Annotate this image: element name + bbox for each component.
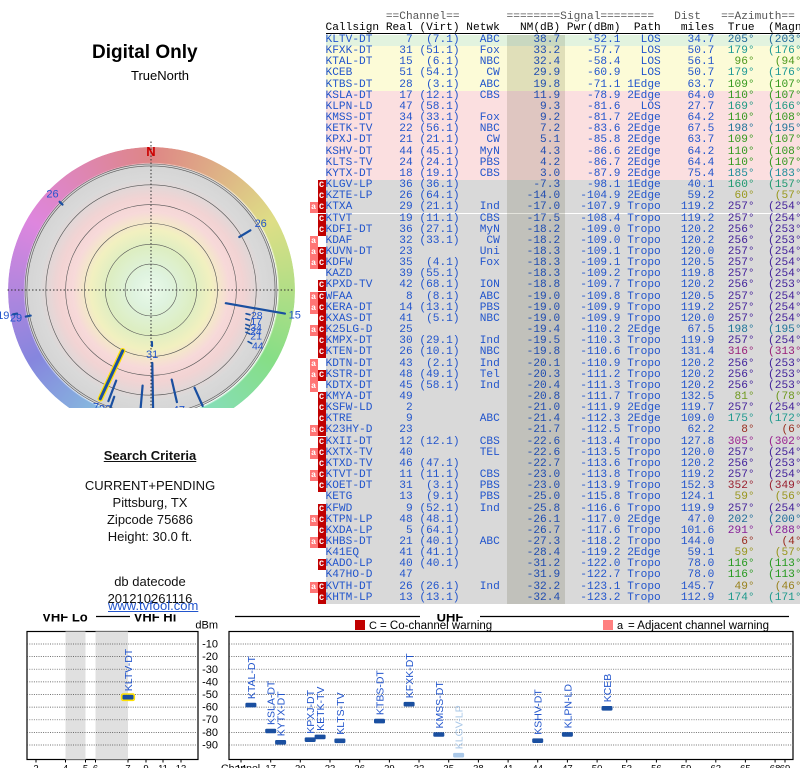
- svg-text:62: 62: [711, 764, 722, 768]
- svg-text:31: 31: [146, 349, 158, 361]
- svg-text:KMSS-DT: KMSS-DT: [434, 681, 446, 729]
- svg-text:69: 69: [780, 764, 791, 768]
- svg-text:-30: -30: [202, 664, 218, 676]
- svg-text:KLTV-DT: KLTV-DT: [123, 648, 135, 691]
- svg-text:Channel: Channel: [221, 763, 260, 768]
- svg-text:dBm: dBm: [195, 620, 218, 632]
- svg-text:15: 15: [289, 309, 301, 321]
- svg-text:-80: -80: [202, 727, 218, 739]
- svg-text:26: 26: [46, 189, 58, 201]
- svg-text:KETK-TV: KETK-TV: [315, 687, 327, 731]
- svg-text:2: 2: [33, 764, 38, 768]
- svg-text:53: 53: [621, 764, 632, 768]
- svg-text:VHF Hi: VHF Hi: [134, 614, 177, 625]
- svg-text:6: 6: [93, 764, 98, 768]
- svg-text:13: 13: [176, 764, 187, 768]
- svg-text:KLPN-LD: KLPN-LD: [562, 684, 574, 729]
- svg-text:7: 7: [125, 764, 130, 768]
- svg-text:4: 4: [63, 764, 68, 768]
- svg-text:38: 38: [473, 764, 484, 768]
- svg-text:9: 9: [143, 764, 148, 768]
- svg-text:50: 50: [592, 764, 603, 768]
- svg-text:N: N: [146, 144, 155, 159]
- svg-text:KFXK-DT: KFXK-DT: [404, 653, 416, 699]
- svg-text:= Co-channel warning: = Co-channel warning: [380, 620, 492, 632]
- svg-text:C: C: [369, 620, 377, 632]
- svg-text:KCEB: KCEB: [602, 674, 614, 703]
- svg-text:= Adjacent channel warning: = Adjacent channel warning: [628, 620, 769, 632]
- svg-text:35: 35: [443, 764, 454, 768]
- svg-text:44: 44: [532, 764, 543, 768]
- svg-text:5: 5: [83, 764, 88, 768]
- svg-text:-20: -20: [202, 651, 218, 663]
- svg-text:26: 26: [255, 218, 267, 230]
- svg-text:-70: -70: [202, 714, 218, 726]
- svg-text:-50: -50: [202, 689, 218, 701]
- svg-text:-40: -40: [202, 676, 218, 688]
- svg-text:KLTS-TV: KLTS-TV: [335, 692, 347, 734]
- svg-text:26: 26: [354, 764, 365, 768]
- svg-text:32: 32: [414, 764, 425, 768]
- svg-text:KLGV-LP: KLGV-LP: [454, 705, 466, 749]
- svg-text:44: 44: [252, 341, 264, 353]
- svg-text:KYTX-DT: KYTX-DT: [276, 691, 288, 737]
- svg-text:47: 47: [173, 405, 185, 408]
- svg-text:KTAL-DT: KTAL-DT: [246, 656, 258, 700]
- svg-text:41: 41: [503, 764, 514, 768]
- svg-text:65: 65: [740, 764, 751, 768]
- svg-text:56: 56: [651, 764, 662, 768]
- svg-text:23: 23: [325, 764, 336, 768]
- svg-text:KTBS-DT: KTBS-DT: [375, 670, 387, 716]
- svg-text:22: 22: [99, 403, 111, 408]
- svg-text:a: a: [617, 620, 624, 632]
- svg-text:-60: -60: [202, 702, 218, 714]
- svg-text:11: 11: [158, 764, 168, 768]
- svg-text:-10: -10: [202, 639, 218, 651]
- svg-text:-90: -90: [202, 740, 218, 752]
- svg-text:17: 17: [265, 764, 276, 768]
- svg-text:VHF Lo: VHF Lo: [42, 614, 88, 625]
- svg-text:59: 59: [681, 764, 692, 768]
- svg-text:KSHV-DT: KSHV-DT: [533, 689, 545, 735]
- svg-text:29: 29: [384, 764, 395, 768]
- svg-text:20: 20: [295, 764, 306, 768]
- svg-text:19: 19: [0, 310, 9, 322]
- svg-text:47: 47: [562, 764, 573, 768]
